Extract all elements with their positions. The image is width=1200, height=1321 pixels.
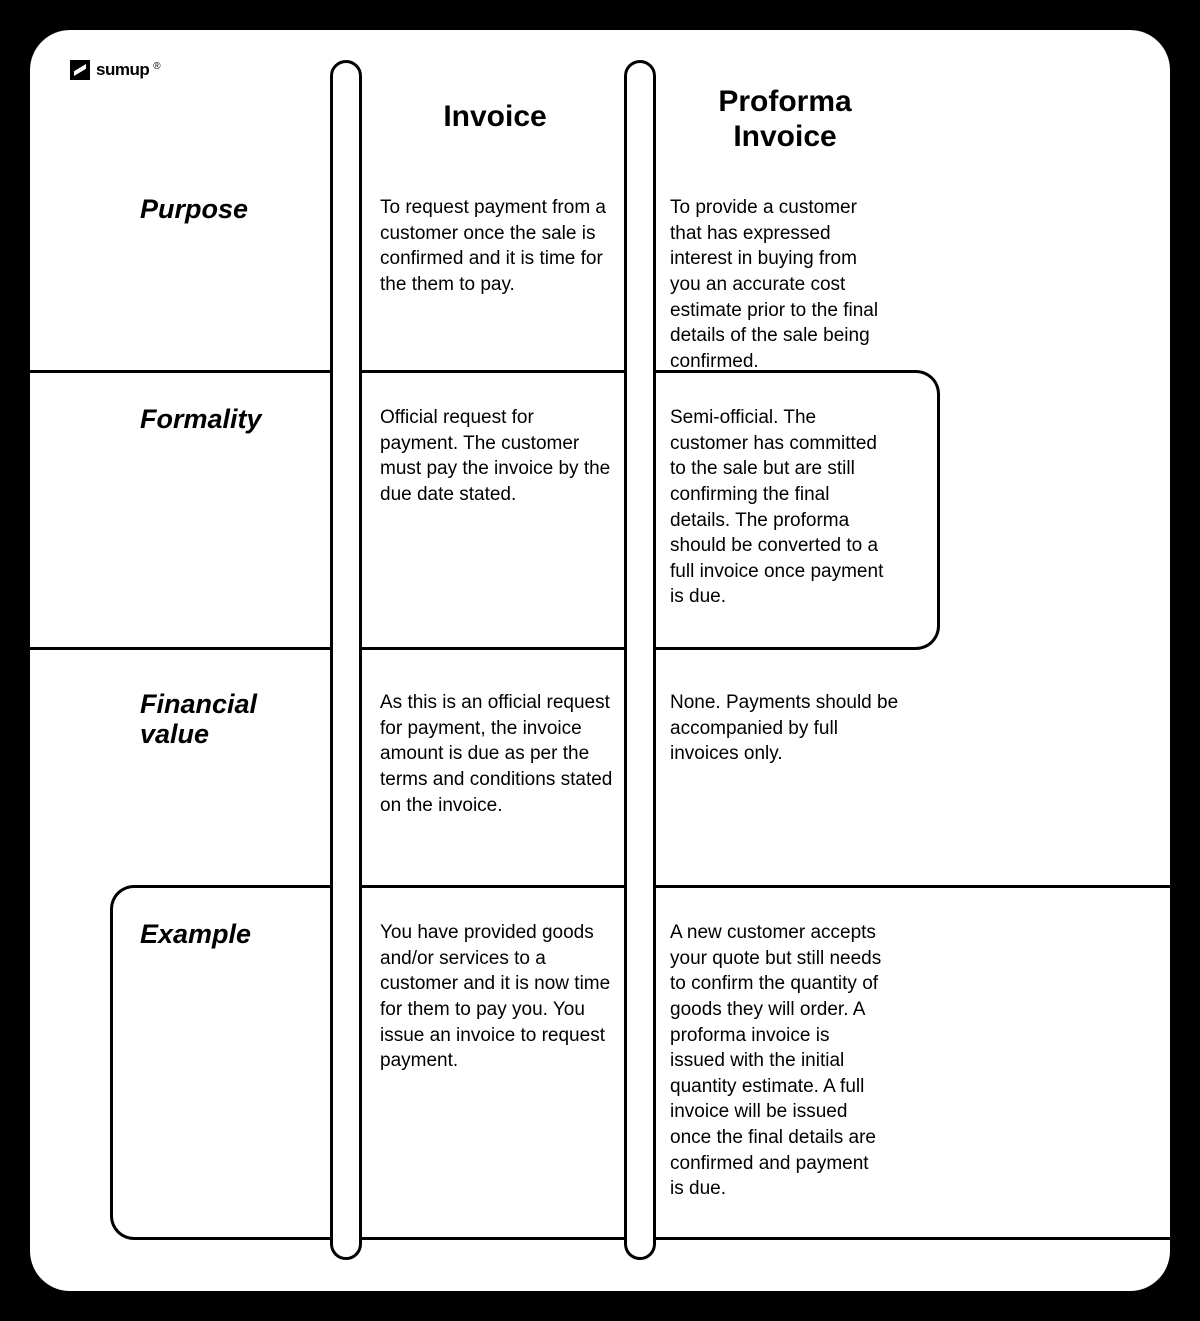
registered-mark: ® [153,61,160,72]
logo-mark-icon [70,60,90,80]
column-header-proforma: Proforma Invoice [670,85,900,154]
brand-name: sumup [96,60,149,80]
brand-logo: sumup ® [70,60,161,80]
outer-frame: sumup ® Invoice Proforma Invoice Purpose… [0,0,1200,1321]
cell-financial-invoice: As this is an official request for payme… [380,690,625,818]
vertical-divider-1 [330,60,362,1260]
comparison-canvas: sumup ® Invoice Proforma Invoice Purpose… [30,30,1170,1291]
row-highlight-formality [20,370,940,650]
row-label-financial-value: Financial value [140,690,320,749]
cell-financial-proforma: None. Payments should be accompanied by … [670,690,905,767]
column-header-invoice: Invoice [380,100,610,135]
cell-purpose-proforma: To provide a customer that has expressed… [670,195,885,374]
row-label-purpose: Purpose [140,195,320,225]
cell-purpose-invoice: To request payment from a customer once … [380,195,615,298]
vertical-divider-2 [624,60,656,1260]
